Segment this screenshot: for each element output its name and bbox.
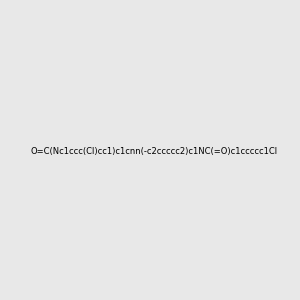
- Text: O=C(Nc1ccc(Cl)cc1)c1cnn(-c2ccccc2)c1NC(=O)c1ccccc1Cl: O=C(Nc1ccc(Cl)cc1)c1cnn(-c2ccccc2)c1NC(=…: [30, 147, 277, 156]
